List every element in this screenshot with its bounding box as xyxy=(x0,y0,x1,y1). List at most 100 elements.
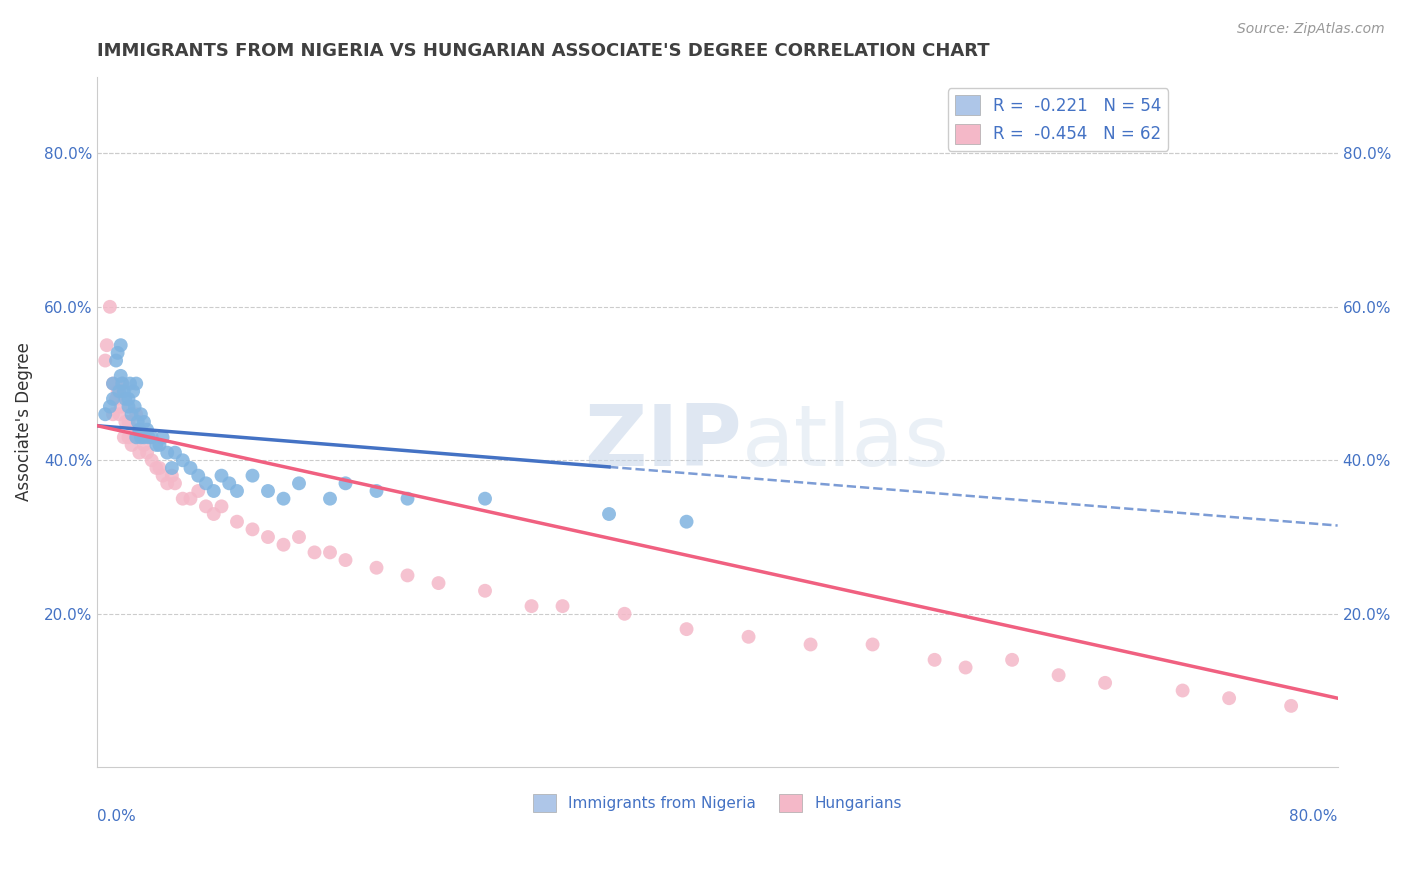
Point xyxy=(112,430,135,444)
Point xyxy=(613,607,636,621)
Point xyxy=(924,653,946,667)
Point xyxy=(136,445,159,459)
Text: ZIP: ZIP xyxy=(585,401,742,484)
Point xyxy=(110,400,132,414)
Point xyxy=(1218,691,1240,706)
Text: atlas: atlas xyxy=(742,401,950,484)
Point xyxy=(187,468,209,483)
Point xyxy=(1279,698,1302,713)
Point xyxy=(96,338,118,352)
Point xyxy=(366,560,388,574)
Y-axis label: Associate's Degree: Associate's Degree xyxy=(15,343,32,501)
Point xyxy=(101,376,124,391)
Point xyxy=(145,461,167,475)
Point xyxy=(160,461,183,475)
Point xyxy=(118,376,141,391)
Point xyxy=(132,438,155,452)
Point xyxy=(122,384,145,399)
Point xyxy=(242,522,264,536)
Text: 80.0%: 80.0% xyxy=(1289,809,1337,823)
Point xyxy=(218,476,240,491)
Point xyxy=(179,491,201,506)
Text: IMMIGRANTS FROM NIGERIA VS HUNGARIAN ASSOCIATE'S DEGREE CORRELATION CHART: IMMIGRANTS FROM NIGERIA VS HUNGARIAN ASS… xyxy=(97,42,990,60)
Point xyxy=(152,430,174,444)
Point xyxy=(105,392,128,406)
Point xyxy=(121,407,143,421)
Point xyxy=(211,468,233,483)
Point xyxy=(122,423,145,437)
Point xyxy=(121,438,143,452)
Point xyxy=(427,576,450,591)
Point xyxy=(110,368,132,383)
Point xyxy=(474,491,496,506)
Point xyxy=(288,530,311,544)
Point xyxy=(111,376,134,391)
Point xyxy=(156,445,179,459)
Point xyxy=(94,407,117,421)
Point xyxy=(304,545,326,559)
Point xyxy=(148,438,170,452)
Point xyxy=(242,468,264,483)
Point xyxy=(226,483,249,498)
Point xyxy=(179,461,201,475)
Point xyxy=(114,392,136,406)
Point xyxy=(226,515,249,529)
Point xyxy=(114,415,136,429)
Point xyxy=(107,384,129,399)
Point xyxy=(94,353,117,368)
Point xyxy=(335,553,357,567)
Point xyxy=(101,407,124,421)
Point xyxy=(288,476,311,491)
Text: Source: ZipAtlas.com: Source: ZipAtlas.com xyxy=(1237,22,1385,37)
Point xyxy=(117,430,139,444)
Point xyxy=(172,491,194,506)
Point xyxy=(117,392,139,406)
Point xyxy=(257,530,280,544)
Point xyxy=(1001,653,1024,667)
Point xyxy=(273,538,295,552)
Point xyxy=(125,407,148,421)
Point xyxy=(124,400,146,414)
Point xyxy=(195,500,218,514)
Point xyxy=(117,400,139,414)
Point xyxy=(163,445,186,459)
Point xyxy=(319,491,342,506)
Point xyxy=(125,430,148,444)
Point xyxy=(366,483,388,498)
Point xyxy=(101,392,124,406)
Point xyxy=(129,430,152,444)
Point xyxy=(128,423,150,437)
Point xyxy=(187,483,209,498)
Point xyxy=(1047,668,1070,682)
Point xyxy=(107,346,129,360)
Point xyxy=(800,638,823,652)
Point xyxy=(520,599,543,613)
Point xyxy=(129,430,152,444)
Point xyxy=(202,507,225,521)
Point xyxy=(141,430,163,444)
Point xyxy=(598,507,620,521)
Point xyxy=(737,630,759,644)
Point xyxy=(172,453,194,467)
Text: 0.0%: 0.0% xyxy=(97,809,136,823)
Point xyxy=(117,415,139,429)
Point xyxy=(156,476,179,491)
Point xyxy=(675,515,697,529)
Point xyxy=(257,483,280,498)
Point xyxy=(141,453,163,467)
Point xyxy=(125,376,148,391)
Point xyxy=(1094,676,1116,690)
Point xyxy=(136,423,159,437)
Point xyxy=(138,430,160,444)
Point xyxy=(862,638,884,652)
Point xyxy=(108,407,131,421)
Point xyxy=(396,568,419,582)
Point xyxy=(127,415,149,429)
Point xyxy=(675,622,697,636)
Point xyxy=(195,476,218,491)
Point xyxy=(132,430,155,444)
Point xyxy=(396,491,419,506)
Point xyxy=(319,545,342,559)
Point xyxy=(132,415,155,429)
Point xyxy=(202,483,225,498)
